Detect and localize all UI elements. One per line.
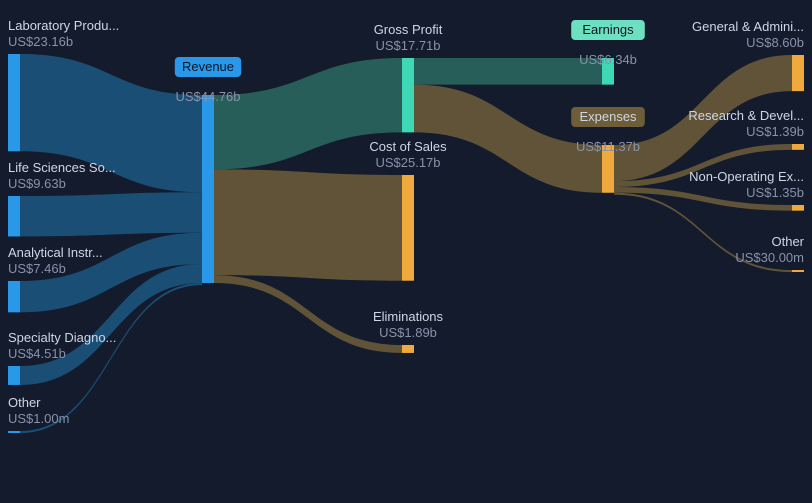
sankey-node-analytical-instruments: [8, 281, 20, 312]
node-value-research-dev: US$1.39b: [746, 124, 804, 139]
node-label-general-admin: General & Admini...: [692, 19, 804, 34]
node-value-revenue: US$44.76b: [175, 89, 240, 104]
sankey-chart: Laboratory Produ...US$23.16b Life Science…: [0, 0, 812, 503]
sankey-node-other-source: [8, 431, 20, 433]
node-label-analytical-instruments: Analytical Instr...: [8, 245, 103, 260]
node-value-specialty-diagnostics: US$4.51b: [8, 346, 66, 361]
sankey-node-gross-profit: [402, 58, 414, 132]
node-label-earnings: Earnings: [582, 22, 634, 37]
node-label-research-dev: Research & Devel...: [688, 108, 804, 123]
node-label-specialty-diagnostics: Specialty Diagno...: [8, 330, 116, 345]
node-label-other-source: Other: [8, 395, 41, 410]
node-label-gross-profit: Gross Profit: [374, 22, 443, 37]
node-value-non-operating: US$1.35b: [746, 185, 804, 200]
sankey-node-non-operating: [792, 205, 804, 211]
sankey-node-eliminations: [402, 345, 414, 353]
sankey-node-cost-of-sales: [402, 175, 414, 281]
node-label-expenses: Expenses: [579, 109, 637, 124]
sankey-node-research-dev: [792, 144, 804, 150]
node-label-other-expense: Other: [771, 234, 804, 249]
node-label-eliminations: Eliminations: [373, 309, 444, 324]
sankey-node-other-expense: [792, 270, 804, 272]
node-value-gross-profit: US$17.71b: [375, 38, 440, 53]
node-value-earnings: US$6.34b: [579, 52, 637, 67]
sankey-node-general-admin: [792, 55, 804, 91]
node-label-life-sciences: Life Sciences So...: [8, 160, 116, 175]
sankey-node-laboratory-products: [8, 54, 20, 151]
node-label-cost-of-sales: Cost of Sales: [369, 139, 447, 154]
node-label-non-operating: Non-Operating Ex...: [689, 169, 804, 184]
node-label-revenue: Revenue: [182, 59, 234, 74]
sankey-node-specialty-diagnostics: [8, 366, 20, 385]
sankey-node-life-sciences: [8, 196, 20, 236]
node-value-other-source: US$1.00m: [8, 411, 69, 426]
sankey-link: [214, 169, 402, 280]
node-value-cost-of-sales: US$25.17b: [375, 155, 440, 170]
node-value-other-expense: US$30.00m: [735, 250, 804, 265]
sankey-link: [414, 58, 602, 85]
node-value-life-sciences: US$9.63b: [8, 176, 66, 191]
node-value-laboratory-products: US$23.16b: [8, 34, 73, 49]
sankey-node-revenue: [202, 95, 214, 283]
node-value-general-admin: US$8.60b: [746, 35, 804, 50]
node-value-analytical-instruments: US$7.46b: [8, 261, 66, 276]
sankey-link: [20, 192, 202, 236]
node-label-laboratory-products: Laboratory Produ...: [8, 18, 119, 33]
node-value-expenses: US$11.37b: [576, 139, 640, 154]
node-value-eliminations: US$1.89b: [379, 325, 437, 340]
